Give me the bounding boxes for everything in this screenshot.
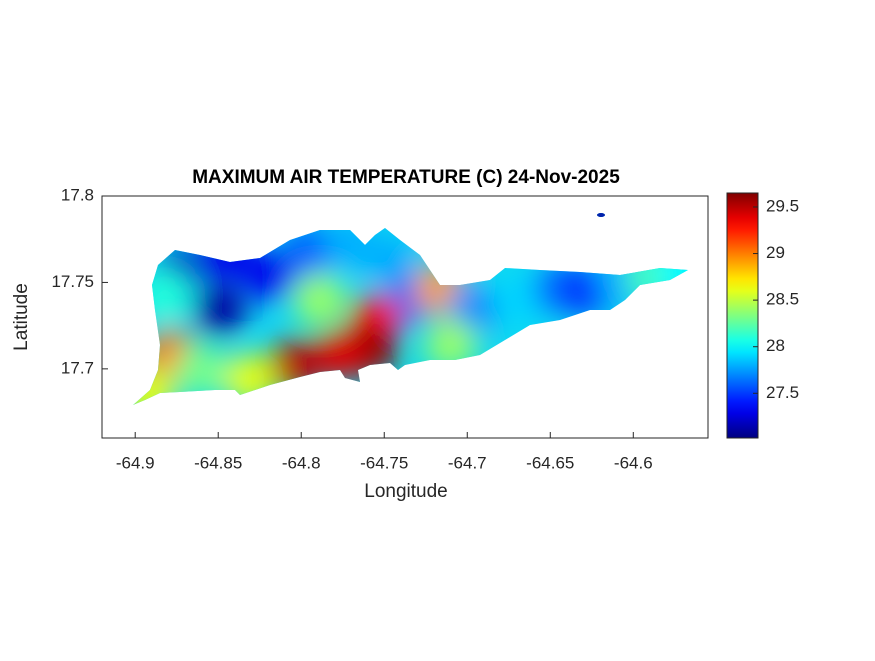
x-tick-label: -64.8 <box>282 453 321 472</box>
temperature-point <box>364 233 417 286</box>
colorbar-tick-label: 29.5 <box>766 196 799 215</box>
chart-title: MAXIMUM AIR TEMPERATURE (C) 24-Nov-2025 <box>192 167 620 188</box>
x-tick-label: -64.75 <box>360 453 408 472</box>
colorbar-tick-label: 28 <box>766 336 785 355</box>
colorbar-tick-label: 29 <box>766 243 785 262</box>
y-tick-label: 17.7 <box>61 358 94 377</box>
colorbar-tick-label: 27.5 <box>766 383 799 402</box>
colorbar-tick-label: 28.5 <box>766 290 799 309</box>
temperature-point <box>424 318 477 371</box>
y-axis-label: Latitude <box>11 283 32 351</box>
temperature-point <box>173 344 226 397</box>
x-tick-label: -64.85 <box>194 453 242 472</box>
x-tick-label: -64.65 <box>526 453 574 472</box>
temperature-point <box>313 329 366 382</box>
temperature-point <box>293 273 346 326</box>
y-tick-label: 17.8 <box>61 185 94 204</box>
x-tick-label: -64.6 <box>614 453 653 472</box>
temperature-point <box>243 249 296 302</box>
x-tick-label: -64.7 <box>448 453 487 472</box>
colorbar <box>726 192 759 439</box>
x-axis-label: Longitude <box>364 481 447 502</box>
temperature-point <box>193 284 246 337</box>
temperature-point <box>494 273 547 326</box>
y-tick-label: 17.75 <box>51 272 94 291</box>
x-tick-label: -64.9 <box>116 453 155 472</box>
